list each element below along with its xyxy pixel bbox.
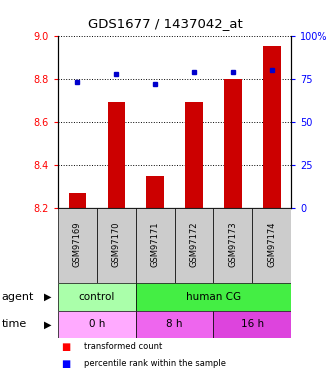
- Text: 0 h: 0 h: [89, 320, 105, 329]
- Text: ▶: ▶: [44, 292, 51, 302]
- Bar: [58, 311, 136, 338]
- Bar: [185, 102, 203, 208]
- Bar: [136, 311, 213, 338]
- Text: GSM97172: GSM97172: [190, 221, 199, 267]
- Bar: [213, 311, 291, 338]
- Bar: [224, 79, 242, 208]
- Text: GSM97174: GSM97174: [267, 221, 276, 267]
- Bar: [136, 208, 175, 283]
- Bar: [146, 176, 164, 208]
- Text: control: control: [79, 292, 115, 302]
- Text: ■: ■: [61, 342, 71, 352]
- Text: 16 h: 16 h: [241, 320, 264, 329]
- Bar: [58, 283, 136, 311]
- Text: 8 h: 8 h: [166, 320, 183, 329]
- Text: time: time: [2, 320, 27, 329]
- Text: GSM97169: GSM97169: [73, 221, 82, 267]
- Bar: [213, 208, 252, 283]
- Text: GDS1677 / 1437042_at: GDS1677 / 1437042_at: [88, 17, 243, 30]
- Bar: [58, 208, 97, 283]
- Text: GSM97170: GSM97170: [112, 221, 121, 267]
- Text: transformed count: transformed count: [84, 342, 163, 351]
- Text: ▶: ▶: [44, 320, 51, 329]
- Bar: [69, 193, 86, 208]
- Text: ■: ■: [61, 359, 71, 369]
- Bar: [97, 208, 136, 283]
- Bar: [263, 46, 281, 208]
- Bar: [108, 102, 125, 208]
- Text: human CG: human CG: [186, 292, 241, 302]
- Text: agent: agent: [2, 292, 34, 302]
- Bar: [175, 208, 213, 283]
- Bar: [252, 208, 291, 283]
- Text: GSM97173: GSM97173: [228, 221, 237, 267]
- Text: GSM97171: GSM97171: [151, 221, 160, 267]
- Text: percentile rank within the sample: percentile rank within the sample: [84, 359, 226, 368]
- Bar: [136, 283, 291, 311]
